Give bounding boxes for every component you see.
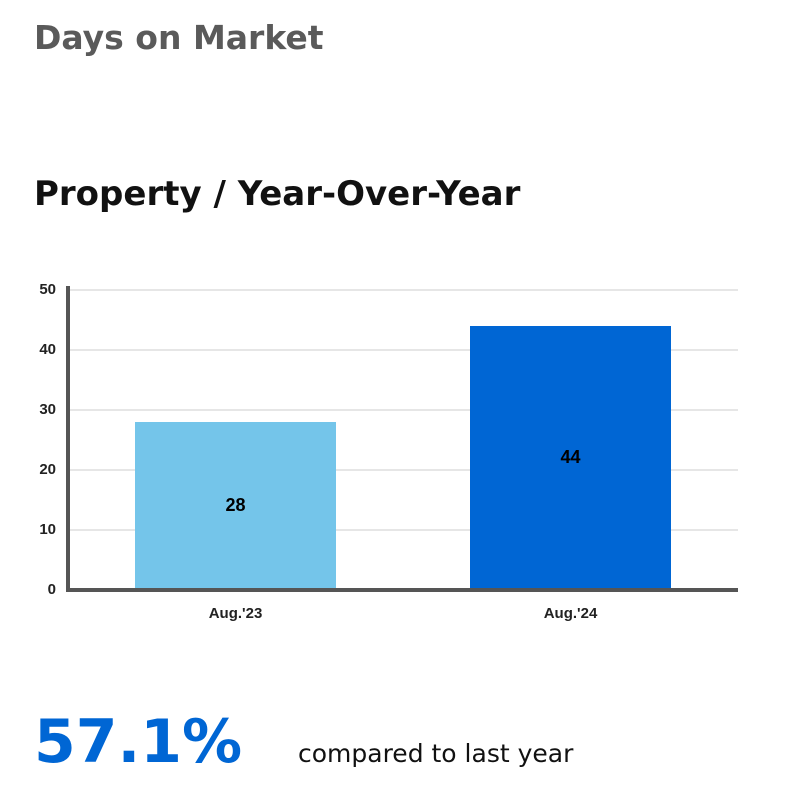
value-label: 28 [225,495,245,515]
y-tick-label: 30 [39,401,56,418]
y-tick-label: 20 [39,461,56,478]
x-tick-label: Aug.'24 [544,605,598,622]
chart-title: Property / Year-Over-Year [34,174,521,214]
y-tick-label: 0 [48,581,56,598]
y-tick-label: 10 [39,521,56,538]
x-tick-label: Aug.'23 [209,605,263,622]
bar [470,326,671,590]
value-label: 44 [560,447,580,467]
header-title: Days on Market [34,18,324,57]
change-value: 57.1% [34,707,242,777]
change-text: compared to last year [298,739,574,768]
y-tick-label: 50 [39,281,56,298]
y-tick-label: 40 [39,341,56,358]
bar [135,422,336,590]
